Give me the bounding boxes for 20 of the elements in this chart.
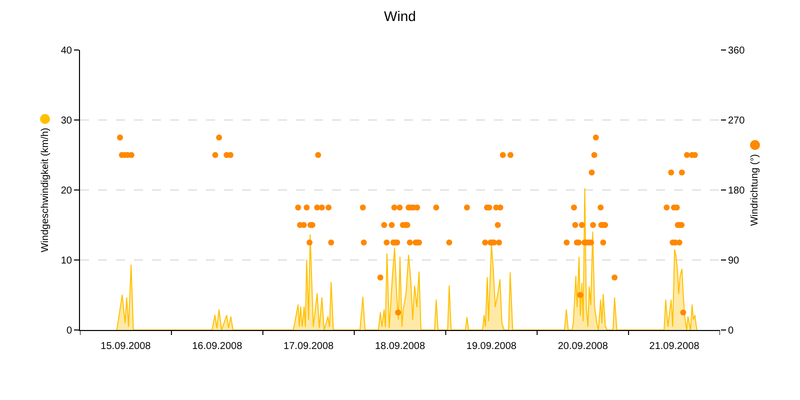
x-tick-label: 17.09.2008 xyxy=(284,341,334,352)
chart-title: Wind xyxy=(384,8,416,24)
y2-tick-label: 180 xyxy=(728,186,746,196)
x-tick-label: 18.09.2008 xyxy=(374,341,426,352)
x-tick-label: 15.09.2008 xyxy=(100,341,152,352)
y2-tick-label: 270 xyxy=(728,116,746,126)
x-tick-label: 20.09.2008 xyxy=(558,341,608,352)
x-tick-label: 19.09.2008 xyxy=(466,341,517,352)
y-tick-label: 10 xyxy=(60,256,72,266)
y-tick-label: 40 xyxy=(60,46,72,56)
y2-tick-label: 90 xyxy=(728,256,740,266)
x-tick-label: 21.09.2008 xyxy=(649,341,700,352)
y-tick-label: 0 xyxy=(66,326,72,336)
y2-tick-label: 0 xyxy=(728,326,734,336)
y-tick-label: 30 xyxy=(60,116,72,126)
y2-tick-label: 360 xyxy=(728,46,746,56)
y-axis-title: Windgeschwindigkeit (km/h) xyxy=(40,128,51,252)
x-tick-label: 16.09.2008 xyxy=(192,341,243,352)
y2-axis-title: Windrichtung (°) xyxy=(750,154,761,226)
y-tick-label: 20 xyxy=(60,186,72,196)
